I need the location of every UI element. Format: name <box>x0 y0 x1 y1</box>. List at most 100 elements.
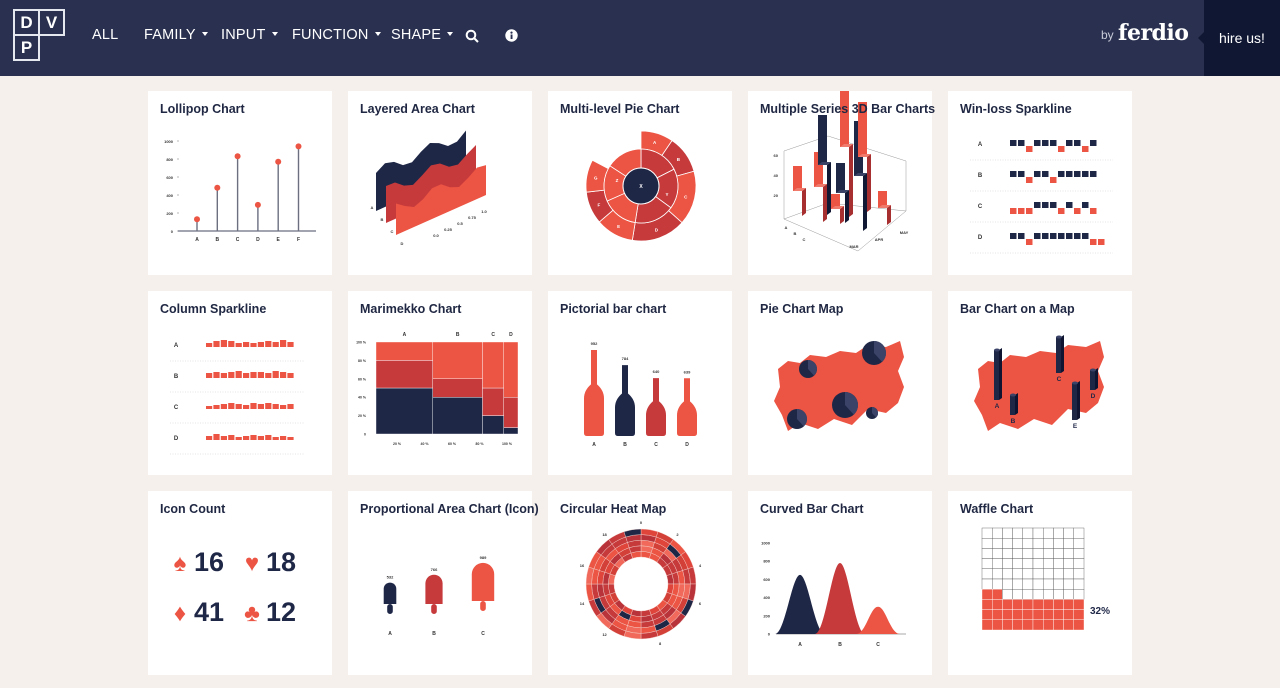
chart-card-marimekko[interactable]: A B C D 0 20 % 40 % 60 % 80 % 100 % 20 % 40 % 60 % 80… <box>348 291 532 475</box>
y-tick-label: 800 <box>763 559 770 564</box>
y-tick-label: 800 <box>166 157 173 162</box>
bottle-bar <box>646 378 666 436</box>
win-square <box>1050 233 1057 239</box>
bar-side <box>802 188 806 216</box>
nav-shape[interactable]: SHAPE <box>391 27 454 43</box>
chart-thumbnail: A B C D 0.0 0.25 0.5 0.75 1.0 <box>371 130 488 246</box>
chart-card-colspark[interactable]: A B C D Column Sparkline <box>148 291 332 475</box>
waffle-cell-filled <box>1022 599 1034 610</box>
spark-column <box>280 436 287 440</box>
loss-square <box>1026 146 1033 152</box>
chart-card-lollipop[interactable]: 0 200 400 600 800 1000 A B C D E F Lollipop Chart <box>148 91 332 275</box>
chart-card-layered[interactable]: A B C D 0.0 0.25 0.5 0.75 1.0 Layered Area Chart <box>348 91 532 275</box>
hire-us-button[interactable]: hire us! <box>1198 0 1280 76</box>
map-bar <box>1072 383 1077 420</box>
waffle-cell <box>1042 568 1054 580</box>
waffle-cell <box>1002 568 1013 580</box>
col-label: MAR <box>849 244 858 249</box>
waffle-cell <box>1053 538 1064 549</box>
y-tick-label: 20 <box>774 193 779 198</box>
spark-column <box>287 342 294 347</box>
loss-square <box>1026 177 1033 183</box>
waffle-cell-filled <box>981 588 993 600</box>
bar-front <box>818 115 827 165</box>
bottle-bar <box>677 378 697 436</box>
waffle-cell <box>1073 558 1085 569</box>
nav-label: ALL <box>92 27 119 43</box>
row-label: C <box>803 237 806 242</box>
chart-card-waffle[interactable]: 32% Waffle Chart <box>948 491 1132 675</box>
waffle-cell-filled <box>1042 609 1054 620</box>
waffle-cell-filled <box>1002 599 1013 610</box>
info-icon[interactable] <box>505 29 518 42</box>
center-circle <box>622 167 660 205</box>
nav-all[interactable]: ALL <box>92 27 118 43</box>
pie-slice <box>874 341 886 362</box>
loss-square <box>1050 177 1057 183</box>
waffle-cell <box>1022 538 1034 549</box>
count-value: 16 <box>194 547 224 577</box>
waffle-cell <box>1002 527 1013 539</box>
chart-card-winloss[interactable]: A B C D Win-loss Sparkline <box>948 91 1132 275</box>
chart-thumbnail: A B C D 0 20 % 40 % 60 % 80 % 100 % 20 % 40 % 60 % 80… <box>356 332 519 446</box>
slice-label: C <box>684 194 688 199</box>
nav-family[interactable]: FAMILY <box>144 27 208 43</box>
win-square <box>1090 140 1097 146</box>
series-label: B <box>381 217 384 222</box>
win-square <box>1066 202 1073 208</box>
waffle-cell-filled <box>1022 609 1034 620</box>
spark-column <box>287 404 294 409</box>
chart-card-bar3d[interactable]: 20 40 60 A B C MAR APR MAY Multiple Series 3D Bar… <box>748 91 935 275</box>
chart-card-iconcount[interactable]: ♠ 16 ♥ 18 ♦ 41 ♣ 12 Icon Count <box>148 491 332 675</box>
waffle-cell <box>1073 578 1085 590</box>
waffle-cell-filled <box>981 619 993 631</box>
win-square <box>1090 171 1097 177</box>
column-label: A <box>403 332 407 338</box>
pie-slice <box>845 392 858 415</box>
map-bar-side <box>1077 381 1080 420</box>
dvp-logo[interactable]: D V P <box>13 9 67 62</box>
waffle-cell <box>1063 538 1074 549</box>
row-label: D <box>978 235 983 241</box>
nav-function[interactable]: FUNCTION <box>292 27 381 43</box>
waffle-cell-filled <box>1053 609 1064 620</box>
chart-thumbnail: 532 A 766 B 989 C <box>383 555 495 637</box>
waffle-cell <box>1032 538 1044 549</box>
slice-label: F <box>597 202 600 207</box>
waffle-cell <box>1022 548 1034 559</box>
chart-card-heatmap[interactable]: 0 2 4 6 8 12 14 16 18 Circular Heat Map <box>548 491 732 675</box>
bar-front <box>840 91 849 147</box>
spark-column <box>213 405 220 409</box>
slice-label: A <box>653 140 657 145</box>
nav-label: FAMILY <box>144 27 196 43</box>
y-tick-label: 400 <box>166 193 173 198</box>
chart-card-barmap[interactable]: A B C D E Bar Chart on a Map <box>948 291 1132 475</box>
waffle-cell <box>1012 568 1023 580</box>
lollipop-dot <box>254 201 261 208</box>
chart-card-proparea[interactable]: 532 A 766 B 989 C Proportional Area Chart (Ico… <box>348 491 539 675</box>
count-value: 41 <box>194 597 224 627</box>
nav-input[interactable]: INPUT <box>221 27 278 43</box>
waffle-cell <box>1002 588 1013 600</box>
chart-thumbnail: 20 40 60 A B C MAR APR MAY <box>774 91 909 252</box>
lollipop-dot <box>234 153 241 160</box>
waffle-cell <box>1073 538 1085 549</box>
hour-label: 6 <box>699 601 702 606</box>
waffle-cell-filled <box>1012 619 1023 631</box>
win-square <box>1018 140 1025 146</box>
chart-card-multipie[interactable]: A B C D E F G Y Z X Multi-level Pie Chart <box>548 91 732 275</box>
win-square <box>1058 233 1065 239</box>
win-square <box>1034 233 1041 239</box>
ferdio-logo[interactable]: ferdio <box>1118 20 1189 46</box>
chart-card-pictorial[interactable]: 952 A 784 B 640 C 639 D Pictorial bar chart <box>548 291 732 475</box>
chart-card-piemap[interactable]: Pie Chart Map <box>748 291 932 475</box>
spark-column <box>272 371 279 378</box>
waffle-cell <box>1063 578 1074 590</box>
waffle-cell-filled <box>1053 599 1064 610</box>
search-icon[interactable] <box>465 29 479 43</box>
waffle-cell-filled <box>992 588 1003 600</box>
waffle-cell-filled <box>981 599 993 610</box>
hour-label: 4 <box>699 563 702 568</box>
chart-card-curved[interactable]: 0 200 400 600 800 1000 A B C Curved Bar Chart <box>748 491 932 675</box>
lollipop-dot <box>194 216 200 223</box>
